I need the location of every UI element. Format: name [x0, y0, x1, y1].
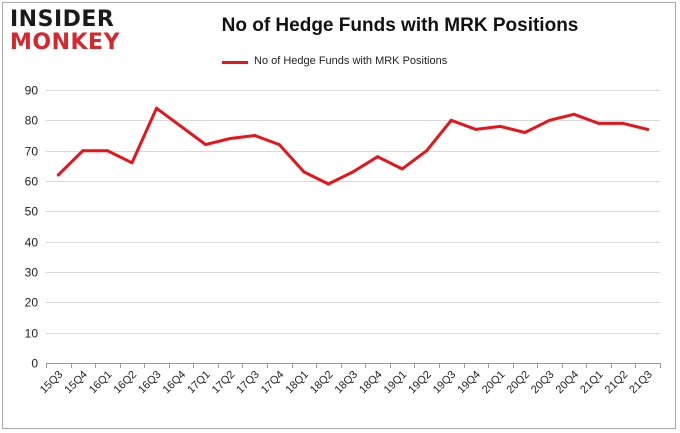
legend-label: No of Hedge Funds with MRK Positions	[254, 55, 448, 67]
data-point	[548, 118, 551, 122]
x-tick-label: 20Q1	[480, 369, 508, 397]
data-point	[302, 170, 306, 174]
x-tick-label: 20Q4	[554, 369, 582, 397]
x-tick-label: 17Q2	[210, 369, 238, 397]
y-tick-label: 0	[31, 357, 38, 371]
x-tick-label: 19Q2	[406, 369, 434, 397]
data-point	[523, 131, 527, 134]
data-point	[155, 106, 158, 110]
data-point	[646, 127, 650, 131]
logo-top-text: INSIDER	[10, 7, 115, 32]
legend-swatch	[222, 61, 248, 64]
data-point	[179, 124, 183, 128]
x-tick-label: 17Q3	[234, 369, 262, 397]
x-tick-label: 21Q3	[627, 369, 655, 397]
x-tick-label: 18Q3	[333, 369, 361, 397]
data-point	[204, 143, 208, 147]
chart-frame	[2, 2, 676, 429]
x-tick-label: 19Q3	[431, 369, 459, 397]
x-tick-label: 19Q4	[455, 369, 483, 397]
x-tick-label: 15Q3	[38, 369, 66, 397]
x-tick-label: 18Q2	[308, 369, 336, 397]
y-tick-label: 90	[25, 84, 39, 98]
x-tick-label: 20Q2	[505, 369, 533, 397]
x-tick-label: 20Q3	[529, 369, 557, 397]
x-tick-label: 21Q2	[603, 369, 631, 397]
x-tick-label: 16Q1	[87, 369, 115, 397]
x-tick-label: 21Q1	[578, 369, 606, 397]
data-point	[228, 137, 232, 140]
y-tick-label: 50	[25, 205, 39, 219]
chart-title: No of Hedge Funds with MRK Positions	[221, 15, 579, 36]
data-point	[277, 143, 281, 147]
data-point	[253, 134, 257, 137]
data-point	[449, 118, 453, 122]
data-point	[621, 121, 625, 125]
logo-bottom-text: MONKEY	[10, 30, 121, 55]
x-tick-label: 18Q4	[357, 369, 385, 397]
data-point	[474, 127, 478, 131]
y-tick-label: 30	[25, 266, 39, 280]
y-tick-label: 70	[25, 145, 39, 159]
data-point	[326, 182, 330, 186]
x-tick-label: 19Q1	[382, 369, 410, 397]
data-point	[400, 167, 404, 171]
x-tick-label: 16Q4	[161, 369, 189, 397]
x-tick-label: 16Q3	[136, 369, 164, 397]
x-tick-label: 18Q1	[283, 369, 311, 397]
x-tick-label: 17Q4	[259, 369, 287, 397]
data-point	[351, 170, 355, 174]
data-point	[425, 149, 429, 153]
insider-monkey-logo: INSIDER MONKEY	[10, 8, 128, 58]
data-point	[81, 149, 85, 153]
data-point	[130, 161, 134, 165]
data-point	[56, 173, 60, 177]
data-point	[572, 112, 576, 116]
y-tick-label: 10	[25, 327, 39, 341]
y-tick-label: 40	[25, 236, 39, 250]
data-point	[105, 149, 109, 153]
y-tick-label: 60	[25, 175, 39, 189]
data-point	[498, 124, 502, 128]
y-tick-label: 80	[25, 114, 39, 128]
data-point	[376, 155, 380, 159]
data-point	[597, 121, 601, 125]
x-tick-label: 15Q4	[62, 369, 90, 397]
x-tick-label: 17Q1	[185, 369, 213, 397]
y-tick-label: 20	[25, 296, 39, 310]
x-tick-label: 16Q2	[112, 369, 140, 397]
chart-legend: No of Hedge Funds with MRK Positions	[200, 54, 600, 72]
